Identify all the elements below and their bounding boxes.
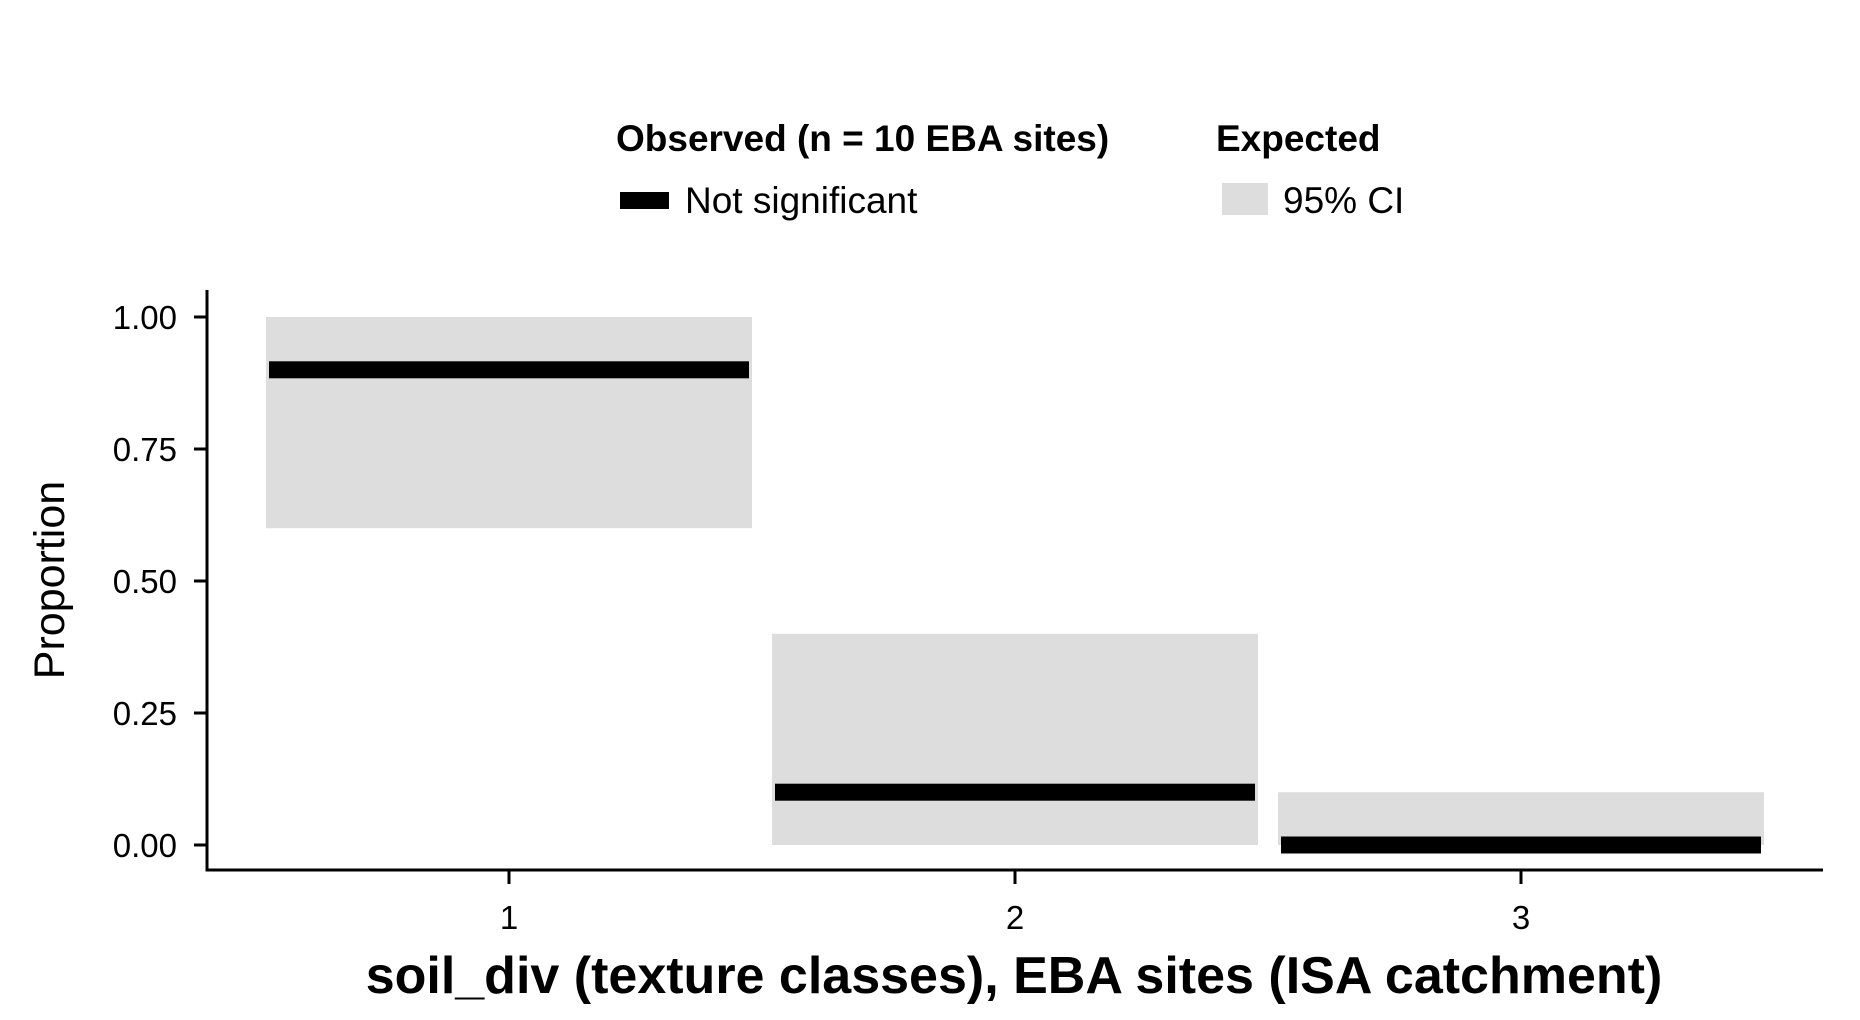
legend: Observed (n = 10 EBA sites) Not signific… (616, 118, 1404, 221)
x-tick-label: 1 (500, 899, 518, 936)
legend-ci-swatch (1222, 183, 1268, 215)
y-ticks: 1.00 0.75 0.50 0.25 0.00 (113, 299, 207, 864)
legend-observed-swatch (620, 192, 669, 209)
ci-box-2 (772, 633, 1258, 845)
observed-bar-1 (269, 361, 749, 379)
y-tick-label: 0.50 (113, 563, 177, 600)
y-tick-label: 0.25 (113, 695, 177, 732)
observed-bar-3 (1281, 836, 1761, 854)
ci-layer (266, 317, 1764, 845)
x-axis-title: soil_div (texture classes), EBA sites (I… (366, 947, 1663, 1005)
x-tick-label: 3 (1512, 899, 1530, 936)
x-ticks: 1 2 3 (500, 870, 1530, 936)
y-axis-title: Proportion (26, 481, 74, 679)
ci-box-1 (266, 317, 752, 529)
observed-bar-2 (775, 783, 1255, 801)
legend-ci-label: 95% CI (1283, 180, 1404, 221)
y-tick-label: 1.00 (113, 299, 177, 336)
observed-layer (269, 361, 1761, 854)
x-tick-label: 2 (1006, 899, 1024, 936)
legend-observed-label: Not significant (685, 180, 918, 221)
legend-expected-title: Expected (1216, 118, 1381, 159)
legend-observed-title: Observed (n = 10 EBA sites) (616, 118, 1109, 159)
y-tick-label: 0.00 (113, 827, 177, 864)
y-tick-label: 0.75 (113, 431, 177, 468)
ci-box-3 (1278, 792, 1764, 845)
